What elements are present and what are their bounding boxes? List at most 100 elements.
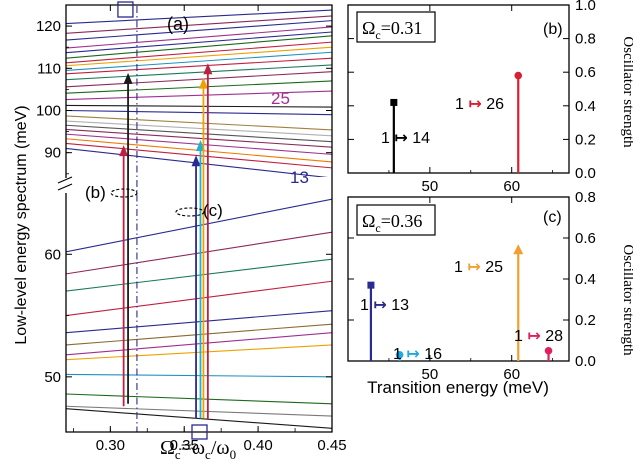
energy-level-lower bbox=[66, 373, 332, 378]
panel-a-frame bbox=[65, 4, 333, 433]
energy-level-upper bbox=[66, 120, 332, 137]
energy-level-upper bbox=[66, 109, 332, 116]
x-tick-label: 60 bbox=[503, 178, 520, 195]
energy-level-lower bbox=[66, 258, 332, 292]
energy-level-upper bbox=[66, 64, 332, 81]
y-tick-label: 0.0 bbox=[575, 353, 596, 370]
panel-b-ticks: 50 60 0.0 0.2 0.4 0.6 0.8 1.0 bbox=[348, 0, 596, 195]
energy-level-lower bbox=[66, 280, 332, 317]
energy-level-upper bbox=[66, 142, 332, 169]
x-tick-label: 50 bbox=[422, 178, 439, 195]
panel-label-a: (a) bbox=[167, 14, 189, 34]
energy-level-upper bbox=[66, 104, 332, 108]
transition-label: 1 ↦ 14 bbox=[381, 130, 430, 147]
panel-b-stems: 1 ↦ 14 1 ↦ 26 bbox=[381, 71, 523, 173]
energy-level-lower bbox=[66, 332, 332, 356]
energy-level-upper bbox=[66, 15, 332, 34]
omega-label-b: Ωc=0.31 bbox=[362, 18, 422, 42]
y-tick-label: 0.2 bbox=[575, 131, 596, 148]
axis-break bbox=[57, 176, 73, 191]
energy-level-upper bbox=[66, 35, 332, 59]
energy-level-upper bbox=[66, 20, 332, 41]
energy-level-lower bbox=[66, 393, 332, 405]
y-axis-label-b: Oscillator strength bbox=[620, 36, 633, 148]
x-axis-label: Ωc=ωc/ω0 bbox=[160, 437, 236, 462]
y-tick-label: 50 bbox=[44, 369, 61, 386]
y-tick-label: 0.6 bbox=[575, 230, 596, 247]
y-tick-label: 100 bbox=[36, 102, 61, 119]
x-tick-label: 0.35 bbox=[170, 437, 199, 454]
stem-marker-circle bbox=[395, 351, 404, 359]
energy-level-upper bbox=[66, 90, 332, 101]
transition-label: 1 ↦ 28 bbox=[514, 328, 563, 345]
y-tick-label: 0.8 bbox=[575, 189, 596, 206]
stem-marker-square bbox=[390, 98, 398, 106]
energy-level-upper bbox=[66, 80, 332, 94]
energy-level-upper bbox=[66, 128, 332, 148]
energy-level-upper bbox=[66, 115, 332, 131]
inset-label-b: (b) bbox=[85, 183, 106, 202]
transition-arrow-head bbox=[203, 63, 213, 75]
omega-box-c bbox=[356, 204, 436, 236]
transition-label: 1 ↦ 13 bbox=[360, 297, 409, 314]
y-tick-label: 0.4 bbox=[575, 271, 596, 288]
transition-label: 1 ↦ 16 bbox=[393, 346, 442, 363]
energy-level-lower bbox=[66, 198, 332, 253]
y-tick-label: 0.0 bbox=[575, 165, 596, 182]
transition-arrow-head bbox=[119, 145, 129, 157]
panel-c: 50 600.00.20.40.60.8 1 ↦ 131 ↦ 161 ↦ 251 … bbox=[347, 189, 633, 397]
inset-label-c: (c) bbox=[203, 201, 223, 220]
y-tick-label: 0.4 bbox=[575, 98, 596, 115]
label-25: 25 bbox=[271, 89, 290, 108]
energy-level-lower bbox=[66, 310, 332, 334]
energy-level-lower bbox=[66, 344, 332, 361]
omega-label-c: Ωc=0.36 bbox=[362, 211, 422, 235]
y-axis-label: Low-level energy spectrum (meV) bbox=[13, 105, 30, 344]
transition-arrow-head bbox=[123, 72, 133, 84]
x-tick-label: 60 bbox=[503, 366, 520, 383]
y-tick-label: 1.0 bbox=[575, 0, 596, 14]
energy-level-upper bbox=[66, 46, 332, 67]
transition-arrow-head bbox=[198, 77, 208, 89]
energy-level-upper bbox=[66, 31, 332, 54]
levels-upper bbox=[66, 9, 332, 177]
x-tick-label: 50 bbox=[422, 366, 439, 383]
energy-level-upper bbox=[66, 71, 332, 88]
energy-level-upper bbox=[66, 124, 332, 143]
x-tick-label: 0.40 bbox=[244, 437, 273, 454]
energy-level-lower bbox=[66, 231, 332, 275]
y-tick-label: 110 bbox=[37, 60, 61, 77]
x-tick-label: 0.30 bbox=[96, 437, 125, 454]
y-axis-label-c: Oscillator strength bbox=[620, 244, 633, 356]
marker-square-top bbox=[117, 1, 134, 18]
panel-c-ticks: 50 60 0.0 0.2 0.4 0.6 0.8 bbox=[348, 189, 596, 383]
energy-level-lower bbox=[66, 405, 332, 417]
x-axis-label-c: Transition energy (meV) bbox=[367, 378, 549, 397]
y-tick-label: 90 bbox=[44, 145, 61, 162]
panel-a-ticks: 0.30 0.35 0.40 0.45 90 100 110 120 50 60 bbox=[36, 4, 347, 454]
panel-a: 0.30 0.35 0.40 0.45 90 100 110 120 50 60 (a) 25 1… bbox=[13, 1, 347, 462]
y-tick-label: 0.2 bbox=[575, 312, 596, 329]
transition-arrow-head bbox=[191, 155, 201, 167]
y-tick-label: 120 bbox=[36, 18, 61, 35]
ellipse-c bbox=[175, 207, 205, 217]
stem-marker-circle bbox=[544, 346, 553, 355]
levels-lower bbox=[66, 198, 332, 429]
ellipse-b bbox=[110, 188, 138, 198]
y-tick-label: 60 bbox=[44, 246, 61, 263]
stem-marker-square bbox=[367, 281, 375, 289]
stem-marker-triangle bbox=[513, 244, 524, 255]
energy-level-upper bbox=[66, 9, 332, 25]
omega-box-b bbox=[356, 11, 436, 43]
y-tick-label: 0.6 bbox=[575, 64, 596, 81]
panel-b-frame bbox=[347, 4, 570, 174]
transition-label: 1 ↦ 25 bbox=[454, 259, 503, 276]
energy-level-lower bbox=[66, 323, 332, 346]
label-13: 13 bbox=[290, 168, 309, 187]
transition-arrows bbox=[119, 63, 213, 419]
energy-level-upper bbox=[66, 51, 332, 71]
panel-c-stems: 1 ↦ 13 1 ↦ 16 1 ↦ 25 1 ↦ 28 bbox=[360, 244, 563, 363]
energy-level-upper bbox=[66, 26, 332, 49]
stem-marker-circle bbox=[514, 71, 523, 80]
